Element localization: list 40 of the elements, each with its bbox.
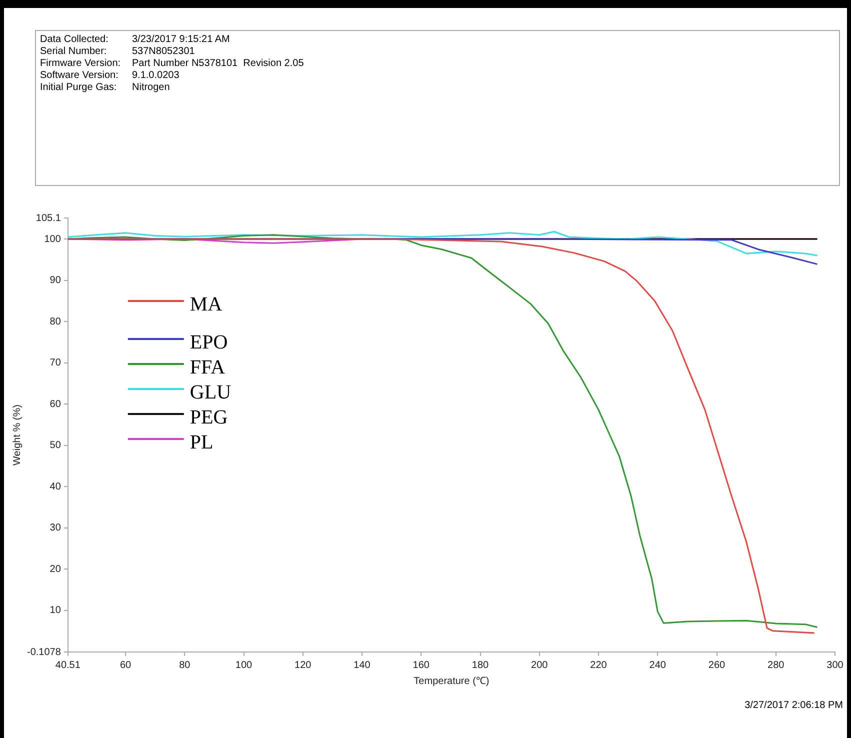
x-tick-label: 220 (590, 660, 608, 671)
x-tick-label: 120 (294, 660, 312, 671)
x-tick-label: 80 (179, 660, 191, 671)
y-axis-title: Weight % (%) (12, 404, 23, 466)
text: Initial Purge Gas: Nitrogen (40, 82, 170, 93)
x-tick-label: 100 (235, 660, 253, 671)
y-tick-label: 50 (50, 440, 62, 452)
y-tick-label: 20 (50, 564, 62, 575)
x-tick-label: 260 (708, 660, 726, 671)
text: Firmware Version: Part Number N5378101 Revision 2.05 (40, 58, 305, 70)
y-tick-label: 80 (50, 316, 62, 328)
legend-label: PL (190, 431, 214, 454)
legend-label: EPO (190, 331, 228, 354)
y-tick-label: 60 (50, 398, 62, 410)
text: Serial Number: 537N8052301 (40, 46, 195, 57)
text: Data Collected: 3/23/2017 9:15:21 AM (40, 34, 230, 45)
x-tick-label: 140 (354, 660, 371, 671)
legend-label: GLU (190, 381, 232, 404)
legend-label: MA (190, 293, 223, 316)
x-tick-label: 60 (120, 660, 132, 671)
y-tick-label: 70 (50, 358, 62, 369)
legend-label: PEG (190, 406, 228, 428)
y-tick-label: 40 (50, 481, 62, 492)
y-tick-label: 100 (44, 234, 62, 245)
x-tick-label: 280 (768, 660, 785, 671)
y-tick-label: 105.1 (36, 212, 62, 224)
x-axis-title: Temperature (℃) (414, 676, 490, 687)
y-tick-label: 90 (50, 275, 62, 286)
text: Software Version: 9.1.0.0203 (40, 70, 180, 81)
x-tick-label: 160 (412, 660, 430, 671)
y-tick-label: -0.1078 (26, 646, 62, 658)
legend-label: FFA (190, 356, 226, 378)
x-tick-label: 200 (531, 660, 548, 671)
x-tick-label: 180 (472, 660, 490, 671)
x-tick-label: 300 (826, 660, 844, 671)
text: 3/27/2017 2:06:18 PM (744, 700, 843, 711)
y-tick-label: 30 (50, 522, 62, 534)
y-tick-label: 10 (50, 605, 62, 616)
x-tick-label: 40.51 (55, 660, 81, 671)
x-tick-label: 240 (649, 660, 666, 671)
